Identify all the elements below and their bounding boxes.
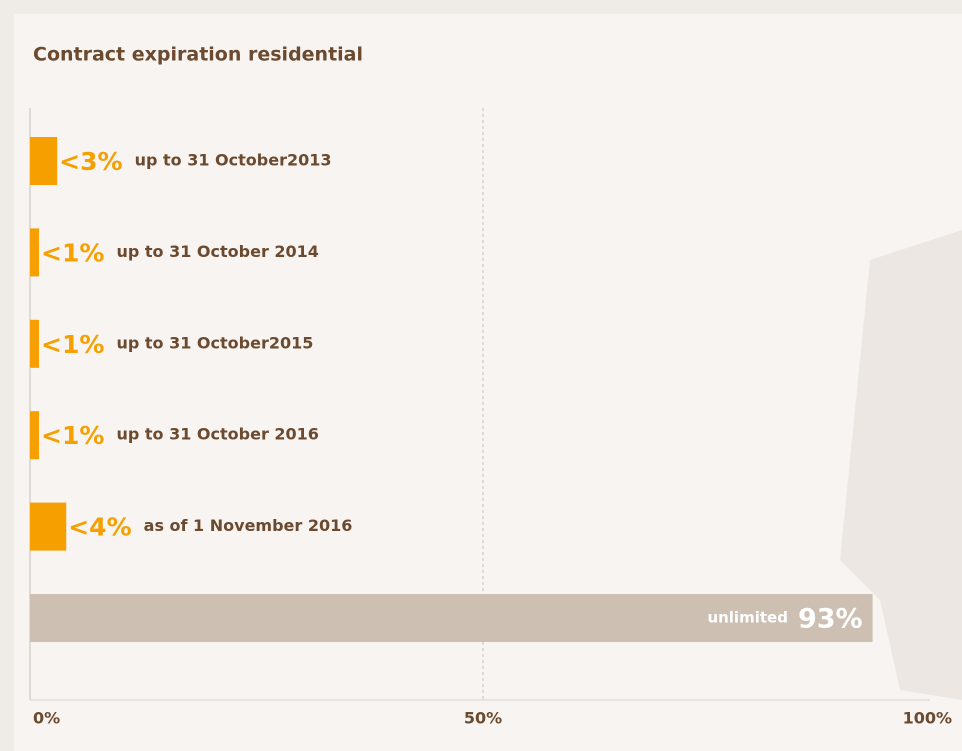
value-label: 93% [798,604,863,635]
x-tick-label: 100% [903,709,952,728]
value-label: <4% [68,513,131,542]
category-label: up to 31 October 2016 [116,425,318,444]
map-shape [840,230,962,700]
bar [30,502,67,551]
bar [30,319,40,368]
category-label: as of 1 November 2016 [144,516,353,535]
value-label: <1% [41,330,104,359]
x-tick-label: 0% [33,709,60,728]
bar [30,594,873,642]
value-label: <3% [59,147,122,176]
chart-title: Contract expiration residential [33,44,363,66]
x-tick-label: 50% [464,709,502,728]
value-label: <1% [41,421,104,450]
bar [30,228,40,277]
bar [30,137,58,185]
category-label: up to 31 October2015 [116,333,313,352]
category-label: up to 31 October2013 [135,151,332,170]
category-label: unlimited [707,609,788,627]
value-label: <1% [41,238,104,267]
bar [30,411,40,460]
category-label: up to 31 October 2014 [116,242,318,261]
